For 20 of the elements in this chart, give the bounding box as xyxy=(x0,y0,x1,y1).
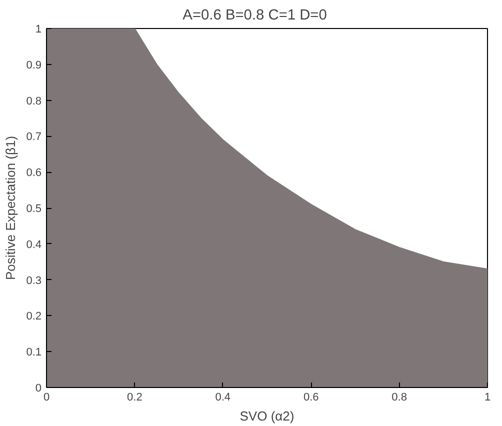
x-axis-title: SVO (α2) xyxy=(240,408,294,424)
y-tick-label: 0.7 xyxy=(26,131,42,144)
y-tick-label: 0.5 xyxy=(26,203,42,215)
x-tick-label: 0.6 xyxy=(303,392,319,404)
x-tick-label: 0 xyxy=(43,392,50,404)
x-tick-label: 1 xyxy=(484,392,491,404)
x-tick-label: 0.8 xyxy=(392,392,407,404)
y-tick-label: 0.4 xyxy=(26,238,42,251)
x-tick-label: 0.4 xyxy=(215,392,231,404)
y-tick-label: 0.2 xyxy=(26,310,42,323)
y-axis-title: Positive Expectation (β1) xyxy=(3,136,18,280)
chart-title: A=0.6 B=0.8 C=1 D=0 xyxy=(182,8,327,24)
x-tick-label: 0.2 xyxy=(127,392,142,404)
y-tick-label: 0.8 xyxy=(26,95,42,108)
y-tick-label: 1 xyxy=(35,24,42,36)
y-tick-label: 0.9 xyxy=(26,59,42,72)
y-tick-label: 0.6 xyxy=(26,167,42,180)
y-tick-label: 0.3 xyxy=(26,274,42,287)
y-tick-label: 0.1 xyxy=(26,346,42,359)
y-tick-label: 0 xyxy=(35,382,42,394)
